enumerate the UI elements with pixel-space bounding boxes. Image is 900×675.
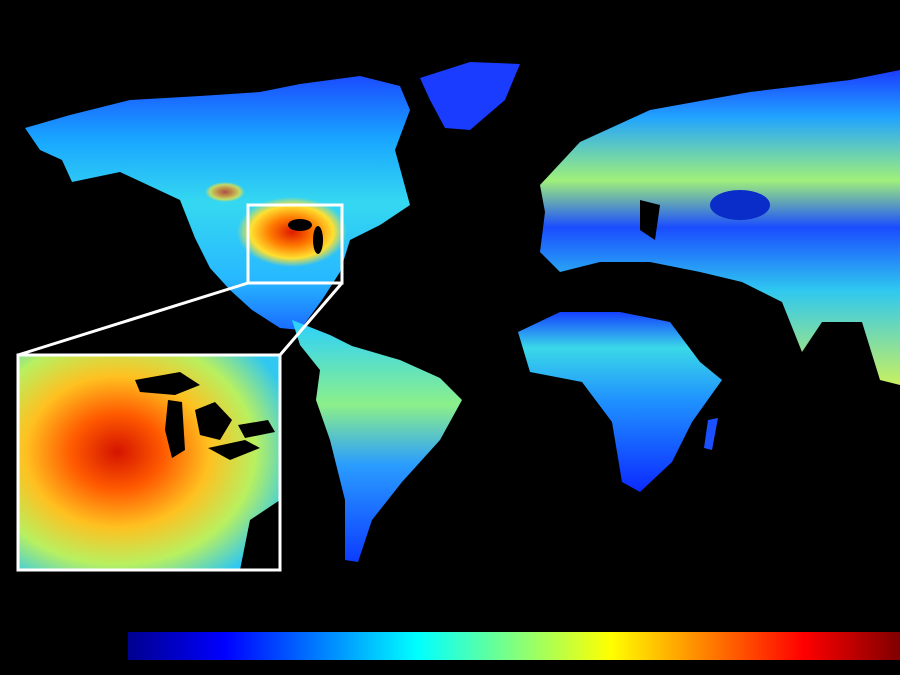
zoom-box <box>246 203 344 285</box>
madagascar <box>704 418 718 450</box>
zoom-connector <box>278 282 344 356</box>
inset-map <box>16 353 282 572</box>
zoom-connector <box>17 281 249 357</box>
hotspot <box>205 182 245 202</box>
eurasia <box>540 70 900 385</box>
africa <box>518 312 722 492</box>
hotspot <box>237 197 347 267</box>
south-america <box>292 320 462 562</box>
lakes <box>288 190 770 254</box>
north-america <box>25 76 410 330</box>
color-bar <box>128 632 900 660</box>
greenland <box>420 62 520 130</box>
